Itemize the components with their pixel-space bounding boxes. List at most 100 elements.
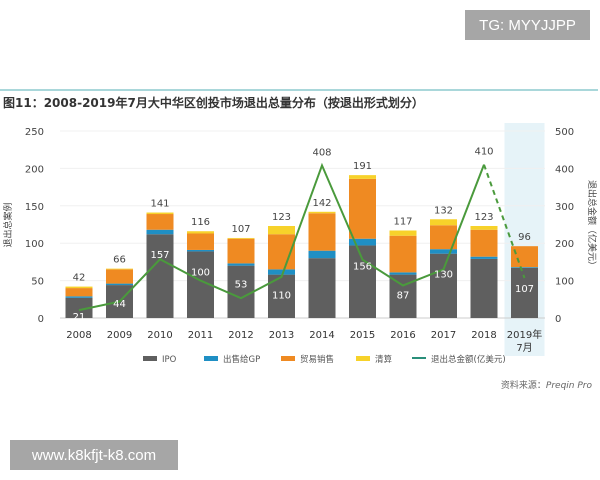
y-axis-label: 退出总案例 xyxy=(2,202,14,247)
x-tick-label: 2015 xyxy=(350,330,375,341)
total-label: 117 xyxy=(393,216,412,227)
bar-清算 xyxy=(430,219,457,226)
y-tick-label: 150 xyxy=(25,202,44,213)
amount-line-dashed xyxy=(483,164,526,279)
watermark-top: TG: MYYJJPP xyxy=(465,10,590,40)
bar-IPO xyxy=(65,297,93,318)
bar-清算 xyxy=(389,230,417,236)
total-label: 141 xyxy=(150,199,169,210)
y2-tick-label: 200 xyxy=(555,239,574,250)
amount-line xyxy=(78,162,485,312)
total-label: 42 xyxy=(73,273,86,284)
bar-IPO xyxy=(470,258,498,318)
legend-swatch xyxy=(204,356,218,361)
x-tick-label: 2013 xyxy=(269,330,294,341)
legend-swatch xyxy=(356,356,370,361)
y-tick-label: 50 xyxy=(31,277,44,288)
x-tick-label: 2010 xyxy=(147,330,172,341)
legend-swatch xyxy=(143,356,157,361)
y-tick-label: 250 xyxy=(25,127,44,138)
x-tick-label: 2017 xyxy=(431,330,456,341)
amount-label: 408 xyxy=(312,147,331,158)
bar-IPO xyxy=(430,253,457,318)
y2-tick-label: 0 xyxy=(555,314,561,325)
x-tick-label: 2018 xyxy=(471,330,496,341)
total-label: 123 xyxy=(272,212,291,223)
bar-出售给GP xyxy=(430,249,457,254)
x-tick-label: 7月 xyxy=(516,342,532,354)
amount-label: 44 xyxy=(113,299,126,310)
bar-出售给GP xyxy=(227,263,255,266)
bar-出售给GP xyxy=(389,272,417,275)
total-label: 123 xyxy=(474,212,493,223)
bar-清算 xyxy=(470,225,498,230)
source-label: 资料来源： xyxy=(500,381,546,391)
x-tick-label: 2008 xyxy=(66,330,91,341)
x-tick-label: 2011 xyxy=(188,330,213,341)
bar-出售给GP xyxy=(146,229,174,235)
bar-清算 xyxy=(349,175,376,179)
y2-tick-label: 500 xyxy=(555,127,574,138)
legend-label: 出售给GP xyxy=(223,354,260,365)
bar-出售给GP xyxy=(308,250,336,259)
bar-贸易销售 xyxy=(227,238,255,264)
bar-清算 xyxy=(106,268,133,270)
x-tick-label: 2016 xyxy=(390,330,415,341)
bar-贸易销售 xyxy=(65,288,93,297)
bar-出售给GP xyxy=(106,283,133,286)
bar-清算 xyxy=(308,211,336,214)
legend-label: IPO xyxy=(162,355,177,365)
bar-IPO xyxy=(146,234,174,318)
amount-label: 156 xyxy=(353,261,372,272)
amount-label: 157 xyxy=(150,250,169,261)
bar-贸易销售 xyxy=(187,233,214,250)
bar-清算 xyxy=(268,225,295,235)
bar-贸易销售 xyxy=(430,225,457,250)
y2-tick-label: 300 xyxy=(555,202,574,213)
y2-tick-label: 100 xyxy=(555,277,574,288)
total-label: 116 xyxy=(191,217,210,228)
x-tick-label: 2012 xyxy=(228,330,253,341)
total-label: 107 xyxy=(231,224,250,235)
total-label: 191 xyxy=(353,161,372,172)
total-label: 142 xyxy=(312,198,331,209)
amount-label: 21 xyxy=(73,312,86,323)
y-tick-label: 0 xyxy=(38,314,44,325)
total-label: 66 xyxy=(113,255,126,266)
amount-label: 53 xyxy=(235,280,248,291)
x-tick-label: 2019年 xyxy=(507,328,542,341)
chart-title: 图11：2008-2019年7月大中华区创投市场退出总量分布（按退出形式划分） xyxy=(3,96,424,110)
bar-出售给GP xyxy=(470,256,498,259)
legend-label: 清算 xyxy=(375,354,393,365)
amount-label: 110 xyxy=(272,291,291,302)
source-name: Preqin Pro xyxy=(545,381,592,391)
amount-label: 87 xyxy=(397,291,410,302)
legend-swatch xyxy=(281,356,295,361)
amount-label: 410 xyxy=(474,147,493,158)
y2-tick-label: 400 xyxy=(555,164,574,175)
bar-贸易销售 xyxy=(308,213,336,251)
bar-贸易销售 xyxy=(146,214,174,230)
total-label: 96 xyxy=(518,232,531,243)
bar-清算 xyxy=(187,231,214,234)
legend-label: 贸易销售 xyxy=(300,354,334,365)
bar-IPO xyxy=(349,245,376,318)
bar-出售给GP xyxy=(511,267,538,268)
watermark-bottom: www.k8kfjt-k8.com xyxy=(10,440,178,470)
y-tick-label: 200 xyxy=(25,164,44,175)
x-tick-label: 2009 xyxy=(107,330,132,341)
amount-label: 107 xyxy=(515,284,534,295)
bar-IPO xyxy=(308,258,336,318)
top-divider xyxy=(0,89,598,91)
source-note: 资料来源：Preqin Pro xyxy=(501,378,592,391)
bar-贸易销售 xyxy=(349,178,376,239)
bar-贸易销售 xyxy=(106,269,133,284)
y-tick-label: 100 xyxy=(25,239,44,250)
bar-贸易销售 xyxy=(470,229,498,257)
bar-清算 xyxy=(227,237,255,239)
bar-IPO xyxy=(227,265,255,318)
total-label: 132 xyxy=(434,205,453,216)
bar-出售给GP xyxy=(349,238,376,246)
x-tick-label: 2014 xyxy=(309,330,334,341)
